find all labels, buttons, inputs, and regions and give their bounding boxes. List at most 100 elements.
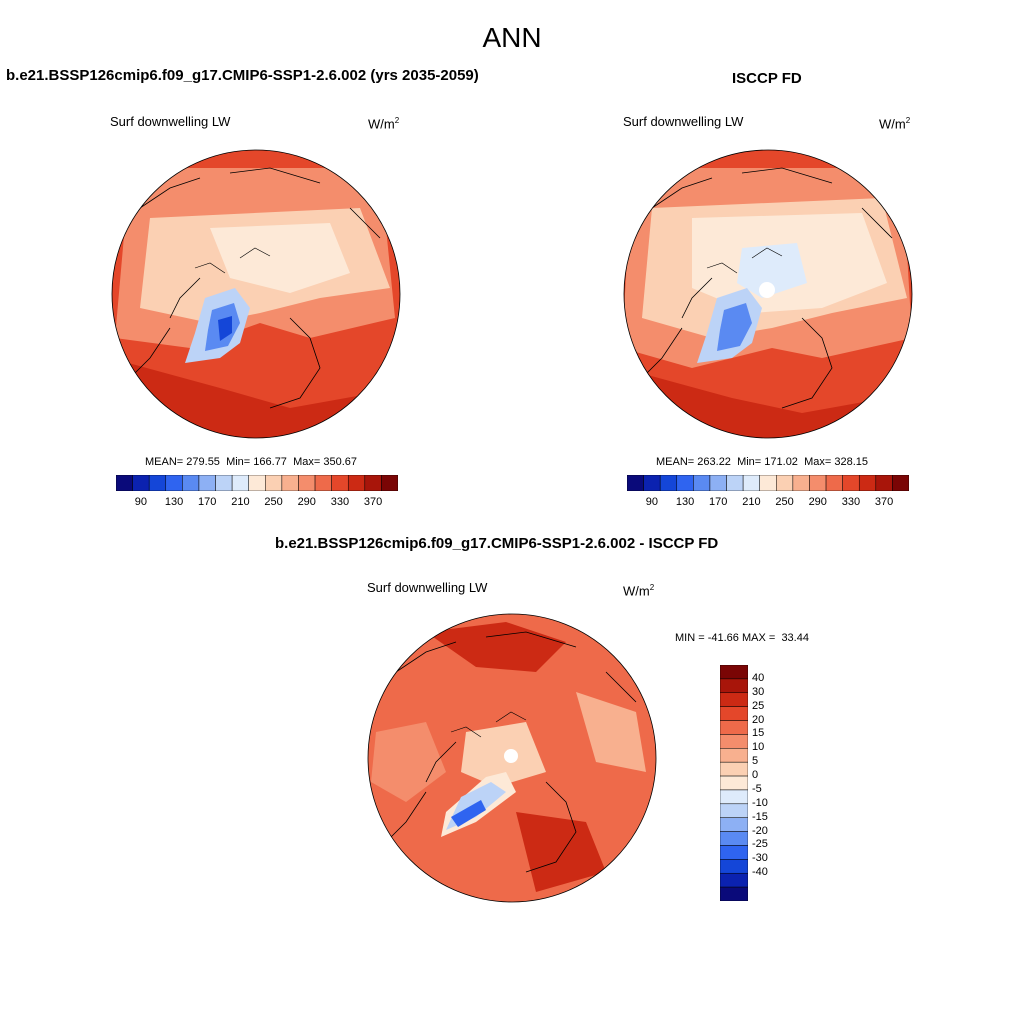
panel-1-colorbar-tick: 210 — [231, 496, 250, 508]
panel-1-colorbar-cell — [331, 475, 349, 491]
panel-2-colorbar-cell — [858, 475, 877, 491]
panel-3-colorbar-cell — [720, 706, 748, 721]
map-3-greenland-core — [451, 800, 486, 827]
panel-3-colorbar-labels: 40 30 25 20 15 10 5 0 -5 -10 -15 -20 -25 -30 -40 — [752, 665, 792, 901]
map-3-islands — [450, 711, 527, 738]
panel-2-colorbar — [627, 475, 909, 491]
panel-2-colorbar-tick: 330 — [841, 496, 861, 508]
panel-3-colorbar-cell — [720, 720, 748, 735]
panel-1-colorbar-ticks: 90 130 170 210 250 290 330 370 — [116, 496, 398, 510]
panel-2-map — [623, 149, 913, 439]
panel-1-colorbar-cell — [314, 475, 332, 491]
panel-3-colorbar-label: -30 — [752, 852, 768, 865]
panel-3-colorbar-label: 30 — [752, 685, 765, 698]
map-3-dark-patch-north — [426, 622, 566, 672]
panel-2-colorbar-ticks: 90 130 170 210 250 290 330 370 — [627, 496, 909, 510]
panel-3-map — [367, 613, 657, 903]
panel-1-colorbar-cell — [281, 475, 299, 491]
panel-2-units: W/m2 — [879, 116, 911, 132]
panel-1-colorbar-cell — [364, 475, 382, 491]
panel-3-units: W/m2 — [623, 583, 655, 599]
panel-3-colorbar-label: -10 — [752, 796, 768, 809]
panel-3-colorbar-label: -5 — [752, 782, 762, 795]
panel-2-colorbar-tick: 170 — [709, 496, 728, 508]
panel-2-colorbar-cell — [842, 475, 860, 491]
panel-2-colorbar-tick: 250 — [775, 496, 794, 508]
panel-3-colorbar-label: 10 — [752, 741, 765, 754]
panel-3-colorbar-cell — [720, 734, 748, 749]
panel-1-title: b.e21.BSSP126cmip6.f09_g17.CMIP6-SSP1-2.… — [6, 67, 479, 84]
panel-1-colorbar-cell — [381, 475, 398, 491]
panel-2-colorbar-cell — [825, 475, 843, 491]
panel-1-colorbar-cell — [248, 475, 266, 491]
panel-2-colorbar-cell — [742, 475, 760, 491]
panel-3-colorbar-cell — [720, 665, 748, 680]
panel-3-colorbar-label: 20 — [752, 713, 765, 726]
panel-1-colorbar-cell — [165, 475, 183, 491]
panel-3-colorbar-cell — [720, 831, 748, 846]
panel-3-colorbar-cell — [720, 859, 748, 874]
panel-1-colorbar-cell — [148, 475, 167, 491]
panel-1-map — [111, 149, 401, 439]
map-1-pale-zone — [210, 223, 350, 293]
panel-2-colorbar-cell — [892, 475, 909, 491]
panel-3-colorbar-label: 0 — [752, 769, 759, 782]
map-2-greenland-mid — [717, 303, 752, 351]
map-2-coastlines — [641, 167, 893, 409]
panel-3-colorbar-cell — [720, 692, 748, 707]
panel-2-colorbar-tick: 210 — [742, 496, 761, 508]
panel-1-colorbar-tick: 330 — [330, 496, 350, 508]
panel-3-colorbar — [720, 665, 748, 901]
panel-1-colorbar-tick: 290 — [297, 496, 316, 508]
map-2-pole-hole — [759, 282, 775, 298]
panel-2-colorbar-cell — [627, 475, 644, 491]
panel-1-colorbar-cell — [198, 475, 216, 491]
panel-3-colorbar-cell — [720, 803, 748, 818]
panel-1-colorbar-cell — [116, 475, 133, 491]
panel-1-colorbar-cell — [298, 475, 316, 491]
panel-1-colorbar-cell — [215, 475, 233, 491]
panel-3-colorbar-label: -20 — [752, 824, 768, 837]
panel-2-colorbar-tick: 90 — [645, 496, 658, 508]
panel-1-colorbar-tick: 170 — [198, 496, 217, 508]
panel-1-colorbar-tick: 130 — [164, 496, 184, 508]
panel-1-colorbar-cell — [347, 475, 366, 491]
panel-2-stats: MEAN= 263.22 Min= 171.02 Max= 328.15 — [656, 456, 868, 468]
panel-3-colorbar-cell — [720, 789, 748, 805]
panel-2-variable: Surf downwelling LW — [623, 114, 744, 129]
map-2-islands — [706, 247, 783, 274]
panel-3-title: b.e21.BSSP126cmip6.f09_g17.CMIP6-SSP1-2.… — [275, 535, 719, 552]
map-1-greenland-core — [218, 316, 232, 341]
panel-2-colorbar-cell — [759, 475, 777, 491]
panel-3-colorbar-label: -25 — [752, 838, 768, 851]
panel-2-colorbar-cell — [726, 475, 744, 491]
panel-3-colorbar-cell — [720, 845, 748, 860]
map-1-islands — [194, 247, 271, 274]
panel-2-colorbar-cell — [776, 475, 794, 491]
panel-1-colorbar-tick: 370 — [363, 496, 383, 508]
map-3-light-patch-center — [461, 722, 546, 787]
panel-2-colorbar-cell — [709, 475, 727, 491]
map-1-coastlines — [129, 167, 381, 409]
panel-1-variable: Surf downwelling LW — [110, 114, 231, 129]
map-2-ice-zone — [737, 243, 807, 298]
map-3-mid-patch-west — [371, 722, 446, 802]
panel-3-colorbar-label: -40 — [752, 866, 768, 879]
map-3-dark-patch-south — [516, 812, 606, 892]
panel-3-colorbar-label: 40 — [752, 671, 765, 684]
panel-2-colorbar-cell — [643, 475, 661, 491]
panel-3-stats: MIN = -41.66 MAX = 33.44 — [675, 632, 809, 644]
main-title: ANN — [482, 22, 542, 53]
map-3-coastlines — [385, 631, 637, 873]
map-1-boundary — [111, 149, 401, 439]
map-2-boundary — [623, 149, 913, 439]
panel-1-colorbar-tick: 250 — [264, 496, 283, 508]
map-3-boundary — [367, 613, 657, 903]
panel-2-colorbar-cell — [875, 475, 893, 491]
panel-3-colorbar-cell — [720, 775, 748, 791]
panel-1-colorbar — [116, 475, 398, 491]
panel-2-colorbar-cell — [809, 475, 827, 491]
panel-3-colorbar-cell — [720, 886, 748, 901]
panel-2-colorbar-cell — [693, 475, 711, 491]
panel-3-colorbar-cell — [720, 761, 748, 777]
